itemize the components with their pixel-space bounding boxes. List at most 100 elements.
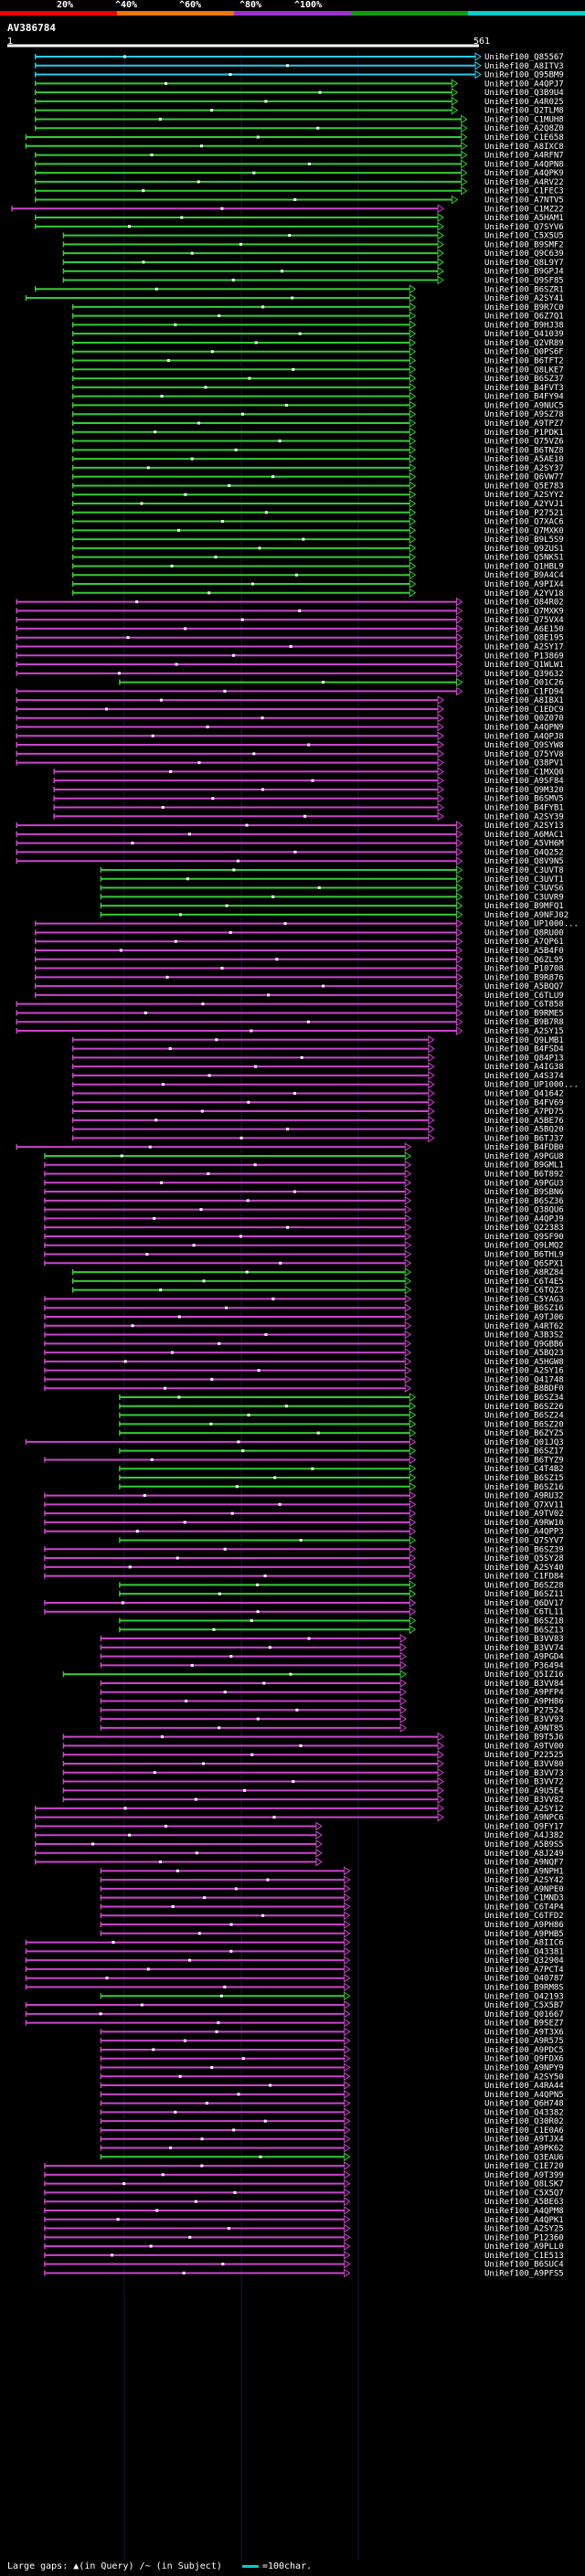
hit-row[interactable]: UniRef100_B6TYZ9 [44, 1455, 564, 1465]
hit-row[interactable]: UniRef100_Q41039 [71, 329, 564, 339]
hit-row[interactable]: UniRef100_P27521 [71, 507, 564, 518]
hit-row[interactable]: UniRef100_A9RU32 [44, 1490, 564, 1501]
hit-row[interactable]: UniRef100_C6T4P4 [100, 1902, 564, 1912]
hit-row[interactable]: UniRef100_B6SZ20 [119, 1419, 564, 1429]
hit-row[interactable]: UniRef100_B3VV82 [62, 1795, 564, 1805]
hit-row[interactable]: UniRef100_A9NPY9 [100, 2062, 564, 2073]
hit-row[interactable]: UniRef100_Q43382 [100, 2107, 564, 2117]
hit-row[interactable]: UniRef100_A9PGD4 [100, 1651, 564, 1662]
hit-row[interactable]: UniRef100_B9A4C4 [71, 570, 564, 580]
hit-row[interactable]: UniRef100_A4QPN9 [16, 722, 564, 733]
hit-row[interactable]: UniRef100_B9SEZ7 [25, 2018, 564, 2029]
hit-row[interactable]: UniRef100_Q5NKS1 [71, 552, 564, 563]
hit-row[interactable]: UniRef100_B3VV93 [100, 1714, 564, 1724]
hit-row[interactable]: UniRef100_C3UVS6 [100, 883, 564, 894]
hit-row[interactable]: UniRef100_P27524 [100, 1705, 564, 1715]
hit-row[interactable]: UniRef100_B6ZYZ5 [119, 1428, 564, 1438]
hit-row[interactable]: UniRef100_Q6VW77 [71, 472, 564, 482]
hit-row[interactable]: UniRef100_Q41642 [71, 1088, 564, 1098]
hit-row[interactable]: UniRef100_Q4Q252 [16, 847, 564, 857]
hit-row[interactable]: UniRef100_Q39632 [16, 668, 564, 679]
hit-row[interactable]: UniRef100_A4QPJ9 [44, 1214, 564, 1224]
hit-row[interactable]: UniRef100_A4J382 [34, 1830, 564, 1840]
hit-row[interactable]: UniRef100_A8RZ84 [71, 1267, 564, 1277]
hit-row[interactable]: UniRef100_A7PD75 [71, 1107, 564, 1117]
hit-row[interactable]: UniRef100_C4T4B2 [119, 1464, 564, 1474]
hit-row[interactable]: UniRef100_A9RW10 [44, 1517, 564, 1528]
hit-row[interactable]: UniRef100_B6SZ24 [119, 1410, 564, 1421]
hit-row[interactable]: UniRef100_B6SZR1 [34, 284, 564, 294]
hit-row[interactable]: UniRef100_A9TV00 [62, 1741, 564, 1751]
hit-row[interactable]: UniRef100_Q6SPX1 [44, 1258, 564, 1268]
hit-row[interactable]: UniRef100_C3UVR9 [100, 892, 564, 902]
hit-row[interactable]: UniRef100_A9NQF7 [34, 1857, 564, 1868]
hit-row[interactable]: UniRef100_A9PGU3 [44, 1178, 564, 1188]
hit-row[interactable]: UniRef100_A9TJX4 [100, 2134, 564, 2145]
hit-row[interactable]: UniRef100_B3VV73 [62, 1767, 564, 1778]
hit-row[interactable]: UniRef100_A9PHB5 [100, 1928, 564, 1939]
hit-row[interactable]: UniRef100_B6SZ15 [119, 1473, 564, 1483]
hit-row[interactable]: UniRef100_Q9FY17 [34, 1821, 564, 1831]
hit-row[interactable]: UniRef100_B6T892 [44, 1169, 564, 1180]
hit-row[interactable]: UniRef100_A2YV18 [71, 588, 564, 599]
hit-row[interactable]: UniRef100_Q84P13 [71, 1053, 564, 1063]
hit-row[interactable]: UniRef100_A2SY37 [71, 462, 564, 473]
hit-row[interactable]: UniRef100_Q95BM9 [34, 69, 564, 80]
hit-row[interactable]: UniRef100_A2SY25 [44, 2223, 564, 2234]
hit-row[interactable]: UniRef100_A5HGW8 [44, 1356, 564, 1367]
hit-row[interactable]: UniRef100_A9T399 [44, 2169, 564, 2180]
hit-row[interactable]: UniRef100_Q8V9N5 [16, 856, 564, 866]
hit-row[interactable]: UniRef100_B6TFT2 [71, 355, 564, 366]
hit-row[interactable]: UniRef100_C1E0A6 [100, 2125, 564, 2136]
hit-row[interactable]: UniRef100_A4RA44 [100, 2081, 564, 2091]
hit-row[interactable]: UniRef100_B9GPJ4 [62, 266, 564, 277]
hit-row[interactable]: UniRef100_Q75VX4 [16, 615, 564, 625]
hit-row[interactable]: UniRef100_A4QPN8 [34, 159, 564, 169]
hit-row[interactable]: UniRef100_Q22383 [44, 1223, 564, 1233]
hit-row[interactable]: UniRef100_Q0PS6F [71, 346, 564, 357]
hit-row[interactable]: UniRef100_B4FY94 [71, 391, 564, 402]
hit-row[interactable]: UniRef100_Q8E195 [16, 632, 564, 643]
hit-row[interactable]: UniRef100_A8ITV3 [34, 60, 564, 71]
hit-row[interactable]: UniRef100_A9PH86 [100, 1920, 564, 1930]
hit-row[interactable]: UniRef100_A4RFN7 [34, 150, 564, 161]
hit-row[interactable]: UniRef100_Q30R02 [100, 2116, 564, 2126]
hit-row[interactable]: UniRef100_Q3B9U4 [34, 88, 564, 98]
hit-row[interactable]: UniRef100_Q41748 [44, 1374, 564, 1384]
hit-row[interactable]: UniRef100_A9PIX4 [71, 579, 564, 589]
hit-row[interactable]: UniRef100_Q2VR89 [71, 338, 564, 348]
hit-row[interactable]: UniRef100_Q8LKE7 [71, 365, 564, 375]
hit-row[interactable]: UniRef100_Q1HBL9 [71, 561, 564, 571]
hit-row[interactable]: UniRef100_C1E513 [44, 2250, 564, 2261]
hit-row[interactable]: UniRef100_A5BQ20 [71, 1124, 564, 1135]
hit-row[interactable]: UniRef100_B6TJ37 [71, 1133, 564, 1143]
hit-row[interactable]: UniRef100_A4QPJ8 [16, 731, 564, 741]
hit-row[interactable]: UniRef100_A5B9S5 [34, 1839, 564, 1850]
hit-row[interactable]: UniRef100_B3VV83 [100, 1634, 564, 1644]
hit-row[interactable]: UniRef100_B6SZ16 [44, 1303, 564, 1313]
hit-row[interactable]: UniRef100_A8J249 [34, 1848, 564, 1859]
hit-row[interactable]: UniRef100_Q7MXK0 [71, 525, 564, 535]
hit-row[interactable]: UniRef100_A4QPJ7 [34, 79, 564, 89]
hit-row[interactable]: UniRef100_A2Q8Z0 [34, 123, 564, 133]
hit-row[interactable]: UniRef100_A6E150 [16, 623, 564, 634]
hit-row[interactable]: UniRef100_A9SZ78 [71, 409, 564, 419]
hit-row[interactable]: UniRef100_C1MUH8 [34, 114, 564, 124]
hit-row[interactable]: UniRef100_Q01667 [25, 2009, 564, 2019]
hit-row[interactable]: UniRef100_Q38QU6 [44, 1204, 564, 1215]
hit-row[interactable]: UniRef100_C5X5U5 [62, 230, 564, 241]
hit-row[interactable]: UniRef100_C6TLU9 [34, 990, 564, 1001]
hit-row[interactable]: UniRef100_Q43381 [25, 1946, 564, 1956]
hit-row[interactable]: UniRef100_Q3EAU6 [100, 2152, 564, 2162]
hit-row[interactable]: UniRef100_Q9SF90 [44, 1232, 564, 1242]
hit-row[interactable]: UniRef100_A2SYY2 [71, 490, 564, 500]
hit-row[interactable]: UniRef100_C1EDC9 [16, 705, 564, 715]
hit-row[interactable]: UniRef100_A3B3S2 [44, 1330, 564, 1341]
hit-row[interactable]: UniRef100_B9L5S9 [71, 535, 564, 545]
hit-row[interactable]: UniRef100_C6TFD2 [100, 1911, 564, 1921]
hit-row[interactable]: UniRef100_A9TPZ7 [71, 419, 564, 429]
hit-row[interactable]: UniRef100_Q5IZ16 [62, 1670, 564, 1680]
hit-row[interactable]: UniRef100_Q6ZL95 [34, 954, 564, 965]
hit-row[interactable]: UniRef100_B4FYB1 [53, 802, 564, 813]
hit-row[interactable]: UniRef100_A7NTV5 [34, 195, 564, 205]
